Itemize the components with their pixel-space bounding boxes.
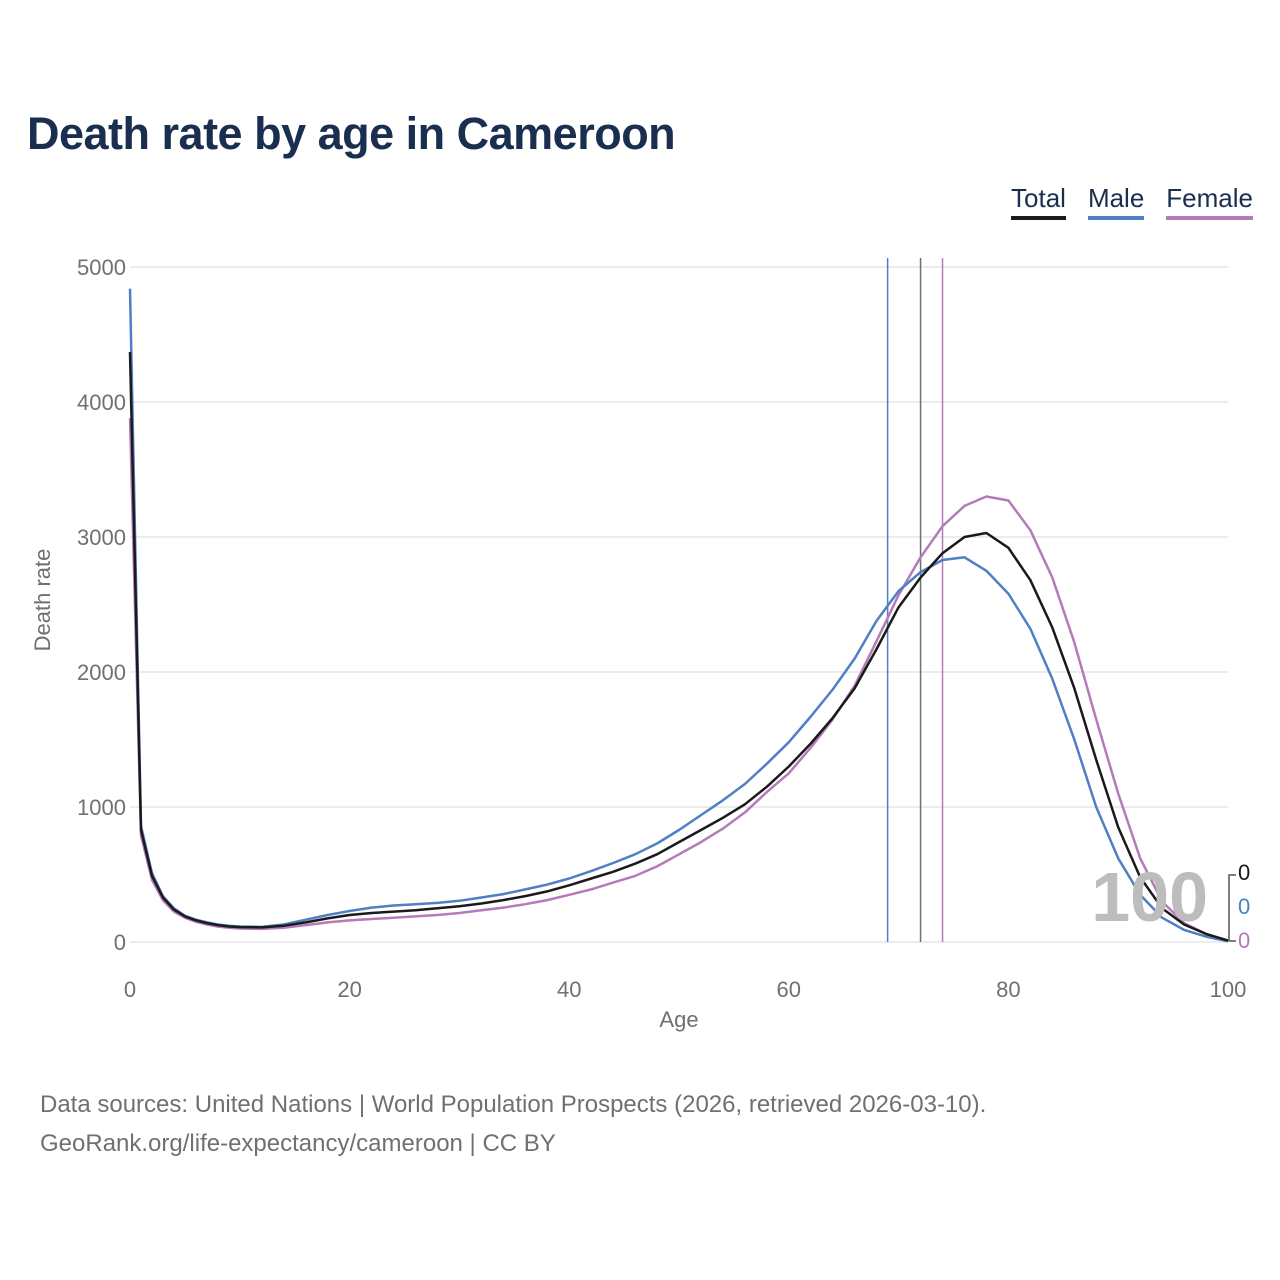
y-tick-label: 0: [114, 930, 126, 955]
x-axis-ticks: 0 20 40 60 80 100: [124, 977, 1246, 1002]
x-tick-label: 80: [996, 977, 1020, 1002]
grid-lines: [130, 266, 1228, 943]
x-tick-label: 40: [557, 977, 581, 1002]
hover-age-readout: 100: [1091, 858, 1208, 936]
series-lines: [128, 288, 1229, 943]
footer-link[interactable]: GeoRank.org/life-expectancy/cameroon | C…: [40, 1130, 556, 1157]
life-expectancy-markers: [886, 258, 944, 942]
y-tick-label: 3000: [77, 525, 126, 550]
x-tick-label: 20: [337, 977, 361, 1002]
y-tick-label: 5000: [77, 255, 126, 280]
death-rate-chart: 0 1000 2000 3000 4000 5000 0 20 40 60 80 100 100 0…: [30, 255, 1250, 1032]
legend-item-male[interactable]: Male: [1087, 183, 1145, 220]
readout-bracket: [1228, 874, 1236, 942]
legend-item-total[interactable]: Total: [1011, 183, 1066, 220]
footer: Data sources: United Nations | World Pop…: [40, 1085, 986, 1163]
readout-total: 0: [1238, 860, 1250, 885]
legend: Total Male Female: [1011, 183, 1253, 220]
series-line-female[interactable]: [128, 418, 1229, 942]
y-tick-label: 1000: [77, 795, 126, 820]
series-line-total[interactable]: [128, 351, 1229, 942]
y-tick-label: 2000: [77, 660, 126, 685]
y-axis-label: Death rate: [30, 549, 55, 652]
readout-female: 0: [1238, 928, 1250, 953]
x-tick-label: 60: [777, 977, 801, 1002]
footer-sources: Data sources: United Nations | World Pop…: [40, 1091, 987, 1118]
chart-title: Death rate by age in Cameroon: [27, 108, 676, 159]
y-axis-ticks: 0 1000 2000 3000 4000 5000: [77, 255, 126, 955]
x-tick-label: 100: [1210, 977, 1247, 1002]
x-axis-label: Age: [659, 1007, 698, 1032]
legend-item-female[interactable]: Female: [1166, 183, 1253, 220]
readout-male: 0: [1238, 894, 1250, 919]
y-tick-label: 4000: [77, 390, 126, 415]
x-tick-label: 0: [124, 977, 136, 1002]
